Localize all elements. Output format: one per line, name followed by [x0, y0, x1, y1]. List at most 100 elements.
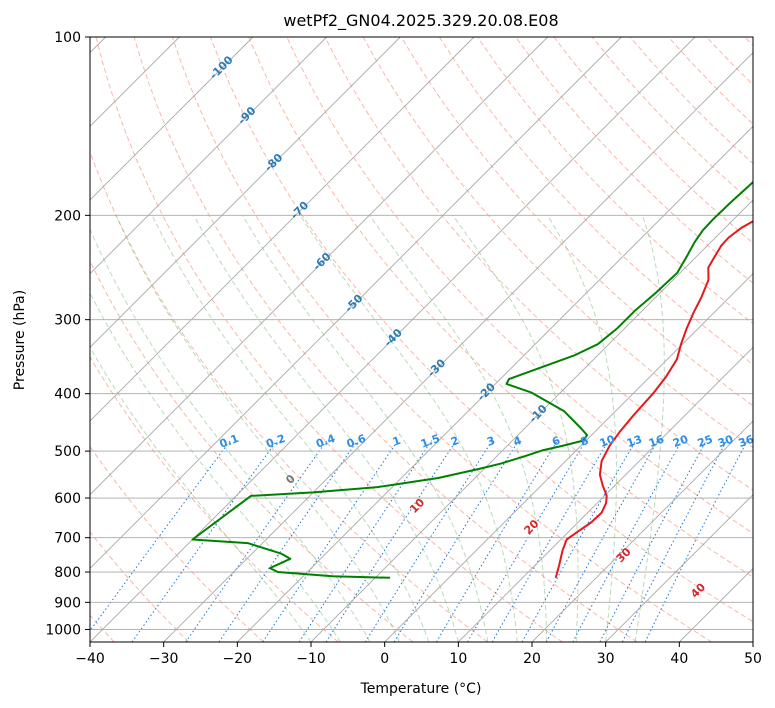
mixing-ratio-line	[131, 440, 278, 642]
x-tick-label: 40	[670, 651, 688, 667]
x-tick-label: 50	[744, 651, 762, 667]
x-tick-label: −40	[75, 651, 105, 667]
isotherm-line	[237, 125, 753, 642]
isotherm-line	[90, 37, 622, 569]
mixing-ratio-lines	[90, 440, 748, 642]
mixing-ratio-line	[521, 440, 637, 642]
x-tick-label: −30	[149, 651, 179, 667]
mixing-ratio-label: 4	[512, 434, 524, 449]
isotherm-line	[384, 273, 753, 642]
y-tick-label: 400	[54, 387, 81, 403]
isotherm-line	[605, 494, 753, 642]
isotherm-line	[90, 37, 327, 275]
mixing-ratio-label: 6	[550, 434, 562, 449]
y-tick-label: 500	[54, 444, 81, 460]
mixing-ratio-label: 1	[391, 434, 403, 449]
plot-frame	[89, 36, 754, 643]
mixing-ratio-label: 0.1	[218, 432, 241, 451]
moist-adiabat-line	[193, 215, 459, 642]
y-tick-label: 700	[54, 531, 81, 547]
mixing-ratio-line	[325, 440, 457, 642]
temperature-profile-line	[554, 220, 753, 579]
dry-adiabat-line	[515, 37, 753, 284]
moist-adiabat-line	[90, 292, 341, 642]
dry-adiabat-line	[248, 37, 753, 578]
moist-adiabat-line	[115, 215, 400, 642]
isotherm-lines	[90, 37, 753, 642]
x-tick-label: −10	[296, 651, 326, 667]
dry-adiabat-line	[90, 445, 264, 642]
mixing-ratio-label: 1.5	[419, 432, 442, 451]
moist-adiabat-line	[547, 215, 617, 642]
mixing-ratio-line	[545, 440, 659, 642]
dry-adiabat-line	[324, 37, 753, 491]
dry-adiabats	[90, 37, 753, 642]
mixing-ratio-label: 8	[579, 434, 591, 449]
dry-adiabat-line	[210, 37, 753, 623]
x-axis-ticks: −40 −30 −20 −10 0 10 20 30 40 50	[75, 642, 762, 667]
mixing-ratio-line	[364, 440, 493, 642]
dry-adiabat-line	[171, 37, 712, 642]
mixing-ratio-line	[491, 440, 609, 642]
isotherm-line	[90, 37, 401, 348]
plot-area: -100-90-80-70-60-50-40-30-20-100.1 0.2 0.4…	[90, 37, 756, 642]
x-axis-label: Temperature (°C)	[360, 681, 482, 697]
mixing-ratio-line	[435, 440, 558, 642]
x-tick-label: 0	[380, 651, 389, 667]
moist-adiabat-line	[90, 228, 371, 642]
isotherm-line	[90, 37, 254, 201]
dry-adiabat-line	[90, 356, 339, 642]
mixing-ratio-label: 25	[696, 433, 715, 450]
dry-adiabat-line	[133, 37, 638, 642]
y-tick-label: 200	[54, 208, 81, 224]
mixing-ratio-label: 30	[716, 432, 735, 450]
dry-adiabat-line	[95, 37, 563, 642]
y-axis-label: Pressure (hPa)	[12, 290, 28, 390]
moist-adiabat-line	[90, 346, 312, 642]
moist-adiabat-line	[634, 215, 665, 642]
y-tick-label: 1000	[45, 622, 81, 638]
y-tick-label: 100	[54, 30, 81, 46]
isotherm-line	[90, 37, 548, 496]
mixing-ratio-label: 0.2	[264, 432, 287, 451]
dry-adiabat-line	[90, 531, 190, 642]
sounding-series	[191, 180, 753, 579]
isotherm-line	[310, 199, 753, 642]
mixing-ratio-line	[644, 440, 748, 642]
x-tick-label: 30	[597, 651, 615, 667]
mixing-ratio-label: 0.4	[314, 432, 337, 451]
dewpoint-profile-line	[191, 180, 753, 579]
isotherm-line	[163, 52, 753, 642]
mixing-ratio-line	[467, 440, 587, 642]
mixing-ratio-line	[185, 440, 328, 642]
mixing-ratio-label: 16	[647, 432, 666, 450]
dry-adiabat-line	[438, 37, 753, 366]
mixing-ratio-label: 3	[485, 434, 497, 449]
isotherm-line	[90, 37, 475, 422]
moist-adiabat-line	[299, 215, 518, 642]
mixing-ratio-label: 10	[598, 432, 617, 450]
y-tick-label: 800	[54, 565, 81, 581]
y-tick-label: 600	[54, 491, 81, 507]
dry-adiabat-line	[400, 37, 753, 407]
isotherm-line	[458, 346, 753, 642]
mixing-ratio-label: 36	[737, 432, 756, 450]
isotherm-line	[531, 420, 753, 642]
mixing-ratio-label: 2	[449, 434, 461, 449]
mixing-ratio-label: 0.6	[345, 432, 368, 451]
y-tick-label: 900	[54, 595, 81, 611]
mixing-ratio-line	[572, 440, 683, 642]
mixing-ratio-line	[262, 440, 399, 642]
mixing-ratio-label: 20	[671, 432, 690, 450]
y-tick-label: 300	[54, 313, 81, 329]
mixing-ratio-line	[298, 440, 432, 642]
x-tick-label: 10	[449, 651, 467, 667]
dry-adiabat-line	[90, 150, 488, 642]
x-tick-label: 20	[523, 651, 541, 667]
x-tick-label: −20	[223, 651, 253, 667]
mixing-ratio-label: 13	[625, 433, 644, 450]
isotherm-line	[90, 37, 696, 642]
pressure-gridlines	[90, 37, 753, 630]
chart-title: wetPf2_GN04.2025.329.20.08.E08	[283, 11, 558, 31]
